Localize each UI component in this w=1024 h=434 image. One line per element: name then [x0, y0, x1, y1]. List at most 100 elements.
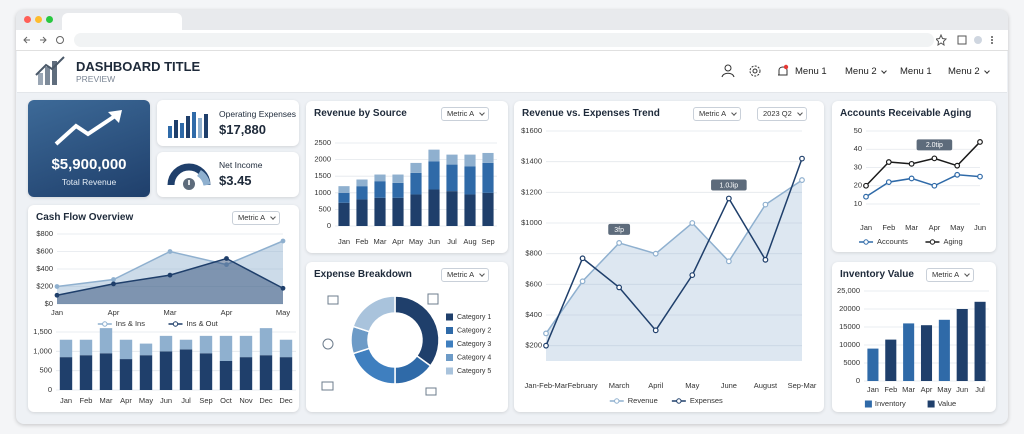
- menu-item[interactable]: Menu 1: [795, 66, 827, 77]
- y-tick-label: $800: [36, 229, 53, 238]
- x-tick-label: Jul: [447, 237, 457, 246]
- bar-segment: [464, 166, 476, 195]
- bar-segment: [482, 162, 494, 193]
- y-tick-label: 500: [39, 366, 52, 375]
- dropdown[interactable]: Metric A: [926, 268, 975, 282]
- menu-item[interactable]: Menu 2: [845, 66, 887, 77]
- x-tick-label: February: [568, 381, 598, 390]
- bar-segment: [938, 319, 950, 381]
- point: [931, 182, 938, 189]
- donut-slice: [352, 295, 396, 333]
- x-tick-label: Apr: [108, 308, 120, 317]
- chart: $0 $200 $400 $600 $800 Jan Apr Mar Apr May Ins & I…: [36, 229, 290, 328]
- bar-segment: [139, 355, 153, 390]
- y-tick-label: 0: [856, 376, 860, 385]
- y-tick-label: 15000: [839, 322, 860, 331]
- x-tick-label: Dec: [279, 396, 293, 405]
- y-tick-label: $600: [36, 246, 53, 255]
- x-tick-label: Jun: [974, 223, 986, 232]
- nav-buttons[interactable]: [22, 34, 72, 46]
- header-icons[interactable]: [720, 63, 800, 79]
- x-tick-label: Sep-Mar: [788, 381, 817, 390]
- point: [799, 155, 805, 162]
- dropdown[interactable]: Metric A: [693, 107, 742, 121]
- point: [54, 292, 60, 298]
- x-tick-label: Jan: [60, 396, 72, 405]
- x-tick-label: Mar: [164, 308, 177, 317]
- x-tick-label: August: [754, 381, 778, 390]
- bar-segment: [338, 192, 350, 203]
- y-tick-label: 10000: [839, 340, 860, 349]
- legend-swatch-dot: [929, 239, 936, 245]
- kpi-label: Operating Expenses: [219, 109, 297, 119]
- dropdown[interactable]: Metric A: [441, 107, 490, 121]
- panel-title: Expense Breakdown: [314, 269, 412, 280]
- dashboard-subtitle: PREVIEW: [76, 74, 116, 84]
- legend-label: Expenses: [690, 396, 723, 405]
- point: [54, 284, 60, 289]
- x-tick-label: March: [609, 381, 630, 390]
- y-tick-label: 30: [854, 162, 862, 171]
- menu-item[interactable]: Menu 1: [900, 66, 932, 77]
- menu-item[interactable]: Menu 2: [948, 66, 990, 77]
- x-tick-label: Sep: [481, 237, 494, 246]
- legend-swatch: [446, 354, 453, 361]
- y-tick-label: 50: [854, 126, 862, 135]
- legend-label: Category 4: [457, 354, 491, 361]
- bar-segment: [356, 199, 368, 226]
- dropdown[interactable]: Metric A: [441, 268, 490, 282]
- cash-flow-panel: Cash Flow Overview Metric A $0 $200 $400 $6…: [28, 205, 299, 412]
- point: [167, 249, 173, 254]
- x-tick-label: Apr: [921, 385, 933, 394]
- bar-segment: [179, 339, 193, 350]
- bar-segment: [428, 161, 440, 190]
- legend-swatch-dot: [676, 398, 682, 404]
- max-dot[interactable]: [46, 16, 53, 23]
- annotation: 1.0Jip: [720, 182, 739, 189]
- legend-swatch: [446, 313, 453, 321]
- y-tick-label: $600: [525, 279, 542, 288]
- point: [280, 238, 286, 244]
- min-dot[interactable]: [35, 16, 42, 23]
- x-tick-label: Mar: [905, 223, 918, 232]
- point: [954, 162, 961, 169]
- legend-swatch: [446, 340, 453, 348]
- point: [579, 278, 586, 285]
- bar-segment: [279, 357, 293, 390]
- point: [689, 272, 696, 279]
- x-tick-label: Dec: [259, 396, 273, 405]
- bar-segment: [119, 339, 133, 360]
- point: [616, 284, 623, 291]
- x-tick-label: Jul: [975, 385, 985, 394]
- close-dot[interactable]: [24, 16, 31, 23]
- kpi-net-income: Net Income $3.45: [157, 152, 299, 197]
- x-tick-label: Sep: [199, 396, 212, 405]
- dropdown[interactable]: Metric A: [232, 211, 281, 225]
- browser-icons[interactable]: [936, 34, 1002, 46]
- annotation-box: [711, 179, 747, 191]
- y-tick-label: 40: [854, 144, 862, 153]
- legend-label: Ins & Ins: [116, 319, 145, 328]
- kpi-label: Net Income: [219, 160, 263, 170]
- bar-segment: [199, 353, 213, 390]
- y-tick-label: 500: [318, 204, 331, 213]
- bar-segment: [410, 172, 422, 195]
- dropdown[interactable]: 2023 Q2: [757, 107, 807, 121]
- bar-segment: [99, 328, 113, 354]
- legend-label: Ins & Out: [187, 319, 219, 328]
- bar-segment: [219, 361, 233, 390]
- logo: [35, 56, 65, 85]
- bar-segment: [482, 152, 494, 163]
- legend-swatch: [446, 327, 453, 334]
- x-tick-label: Jan-Feb-Mar: [525, 381, 568, 390]
- x-tick-label: Oct: [220, 396, 233, 405]
- mini-bars-icon: [168, 112, 208, 138]
- tab[interactable]: [62, 13, 182, 30]
- y-tick-label: 10: [854, 199, 862, 208]
- address-field[interactable]: [74, 33, 934, 47]
- bar-segment: [159, 335, 173, 352]
- chart: 0 500 1000 1500 2000 2500 Jan Feb Mar Apr May Jun Ju…: [314, 138, 497, 246]
- y-tick-label: 2500: [314, 138, 331, 147]
- x-tick-label: Feb: [882, 223, 895, 232]
